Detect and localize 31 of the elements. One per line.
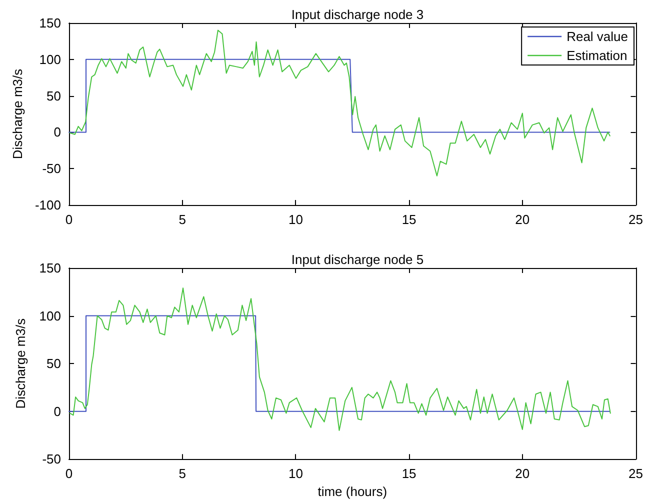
y-tick-label: 150	[39, 16, 61, 30]
y-tick-label: -100	[34, 198, 61, 212]
x-tick-label: 25	[628, 466, 644, 482]
chart-title: Input discharge node 5	[291, 252, 424, 267]
y-tick-label: 0	[54, 404, 61, 419]
x-tick-label: 20	[515, 466, 530, 482]
y-tick-label: -50	[42, 161, 61, 176]
x-tick-label: 5	[178, 212, 186, 227]
y-tick-label: 100	[39, 52, 61, 67]
x-axis-title: time (hours)	[318, 484, 388, 499]
y-tick-label: 50	[46, 88, 61, 104]
y-tick-label: 150	[39, 260, 61, 276]
line-series	[69, 288, 611, 431]
y-axis-title: Discharge m3/s	[10, 68, 26, 160]
x-tick-label: 10	[288, 466, 303, 482]
x-tick-label: 10	[288, 212, 303, 227]
x-tick-label: 0	[65, 466, 73, 482]
legend-label: Real value	[566, 29, 628, 44]
x-tick-label: 20	[515, 212, 530, 227]
y-tick-label: -50	[42, 452, 61, 467]
y-tick-label: 50	[46, 356, 61, 372]
x-tick-label: 15	[402, 212, 416, 227]
y-tick-label: 0	[54, 124, 61, 140]
x-tick-label: 25	[628, 212, 644, 227]
x-tick-label: 15	[402, 466, 416, 482]
legend-label: Estimation	[566, 48, 628, 63]
y-axis-title: Discharge m3/s	[13, 318, 28, 409]
y-tick-label: 100	[39, 308, 61, 324]
x-tick-label: 0	[65, 212, 73, 227]
chart-title: Input discharge node 3	[291, 7, 424, 22]
x-tick-label: 5	[178, 466, 186, 482]
